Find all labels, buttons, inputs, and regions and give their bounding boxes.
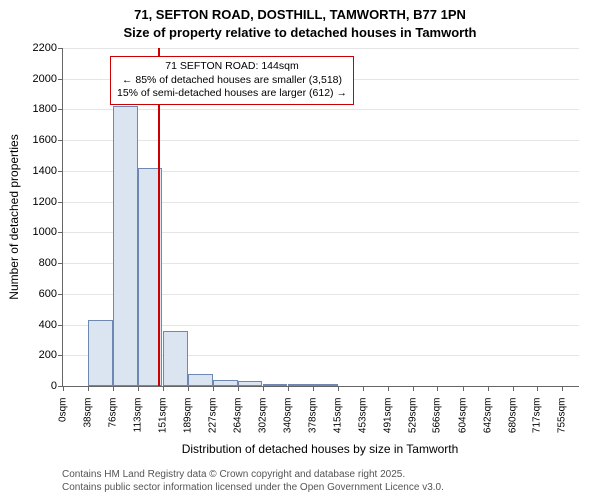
xtick-mark bbox=[63, 386, 64, 391]
xtick-mark bbox=[363, 386, 364, 391]
histogram-bar bbox=[163, 331, 188, 386]
chart-container: 71, SEFTON ROAD, DOSTHILL, TAMWORTH, B77… bbox=[0, 0, 600, 500]
xtick-mark bbox=[213, 386, 214, 391]
xtick-label: 642sqm bbox=[482, 398, 493, 434]
xtick-mark bbox=[138, 386, 139, 391]
xtick-label: 151sqm bbox=[157, 398, 168, 434]
ytick-label: 600 bbox=[39, 288, 63, 300]
xtick-mark bbox=[113, 386, 114, 391]
xtick-label: 113sqm bbox=[132, 398, 143, 433]
xtick-label: 227sqm bbox=[208, 398, 219, 434]
xtick-mark bbox=[263, 386, 264, 391]
ytick-label: 1200 bbox=[33, 196, 63, 208]
xtick-mark bbox=[238, 386, 239, 391]
xtick-mark bbox=[537, 386, 538, 391]
title-line-1: 71, SEFTON ROAD, DOSTHILL, TAMWORTH, B77… bbox=[0, 6, 600, 24]
histogram-bar bbox=[213, 380, 238, 386]
xtick-mark bbox=[313, 386, 314, 391]
footer-note: Contains HM Land Registry data © Crown c… bbox=[62, 468, 444, 494]
ytick-label: 1400 bbox=[33, 165, 63, 177]
histogram-bar bbox=[288, 384, 313, 386]
xtick-mark bbox=[338, 386, 339, 391]
ytick-label: 1000 bbox=[33, 226, 63, 238]
x-axis-title: Distribution of detached houses by size … bbox=[62, 442, 578, 456]
footer-line-1: Contains HM Land Registry data © Crown c… bbox=[62, 468, 444, 481]
xtick-label: 680sqm bbox=[507, 398, 518, 434]
xtick-mark bbox=[163, 386, 164, 391]
xtick-label: 0sqm bbox=[58, 398, 69, 422]
histogram-bar bbox=[188, 374, 213, 386]
xtick-mark bbox=[562, 386, 563, 391]
xtick-label: 189sqm bbox=[183, 398, 194, 434]
annotation-line-2: ← 85% of detached houses are smaller (3,… bbox=[117, 74, 347, 88]
xtick-label: 529sqm bbox=[407, 398, 418, 434]
xtick-label: 755sqm bbox=[557, 398, 568, 434]
xtick-mark bbox=[437, 386, 438, 391]
ytick-label: 2000 bbox=[33, 73, 63, 85]
xtick-mark bbox=[513, 386, 514, 391]
xtick-mark bbox=[388, 386, 389, 391]
ytick-label: 400 bbox=[39, 319, 63, 331]
ytick-label: 1800 bbox=[33, 103, 63, 115]
ytick-label: 2200 bbox=[33, 42, 63, 54]
ytick-label: 200 bbox=[39, 349, 63, 361]
annotation-line-3: 15% of semi-detached houses are larger (… bbox=[117, 87, 347, 101]
xtick-mark bbox=[488, 386, 489, 391]
xtick-label: 415sqm bbox=[332, 398, 343, 434]
annotation-box: 71 SEFTON ROAD: 144sqm← 85% of detached … bbox=[110, 56, 354, 105]
histogram-bar bbox=[238, 381, 263, 386]
annotation-line-1: 71 SEFTON ROAD: 144sqm bbox=[117, 60, 347, 74]
xtick-label: 340sqm bbox=[282, 398, 293, 434]
xtick-label: 76sqm bbox=[108, 398, 119, 428]
footer-line-2: Contains public sector information licen… bbox=[62, 481, 444, 494]
histogram-bar bbox=[88, 320, 113, 386]
xtick-label: 38sqm bbox=[83, 398, 94, 428]
xtick-label: 491sqm bbox=[382, 398, 393, 434]
xtick-label: 378sqm bbox=[308, 398, 319, 434]
chart-title: 71, SEFTON ROAD, DOSTHILL, TAMWORTH, B77… bbox=[0, 0, 600, 41]
xtick-mark bbox=[188, 386, 189, 391]
title-line-2: Size of property relative to detached ho… bbox=[0, 24, 600, 42]
xtick-mark bbox=[288, 386, 289, 391]
gridline bbox=[63, 48, 579, 49]
gridline bbox=[63, 140, 579, 141]
xtick-label: 264sqm bbox=[232, 398, 243, 434]
histogram-bar bbox=[313, 384, 338, 386]
xtick-label: 453sqm bbox=[357, 398, 368, 434]
xtick-mark bbox=[88, 386, 89, 391]
ytick-label: 800 bbox=[39, 257, 63, 269]
gridline bbox=[63, 109, 579, 110]
xtick-mark bbox=[413, 386, 414, 391]
ytick-label: 0 bbox=[51, 380, 63, 392]
xtick-label: 302sqm bbox=[257, 398, 268, 434]
ytick-label: 1600 bbox=[33, 134, 63, 146]
histogram-bar bbox=[113, 106, 138, 386]
xtick-mark bbox=[463, 386, 464, 391]
xtick-label: 604sqm bbox=[457, 398, 468, 434]
y-axis-title: Number of detached properties bbox=[7, 134, 21, 299]
xtick-label: 717sqm bbox=[532, 398, 543, 434]
xtick-label: 566sqm bbox=[432, 398, 443, 434]
histogram-bar bbox=[263, 384, 288, 386]
